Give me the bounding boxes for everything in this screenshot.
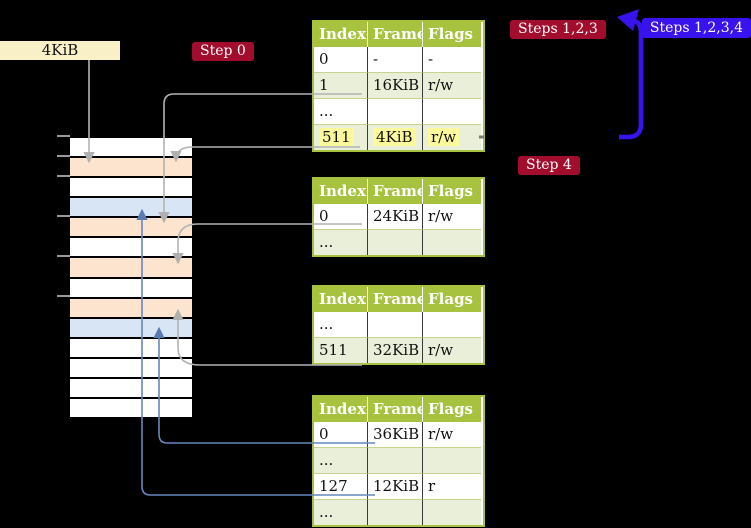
table-cell <box>368 499 423 525</box>
memory-frame-row <box>70 218 192 239</box>
page-size-label: 4KiB <box>0 41 120 60</box>
column-header: Index <box>314 397 368 422</box>
address-tick <box>57 295 70 297</box>
address-tick <box>57 135 70 137</box>
table-cell <box>423 98 481 124</box>
column-header: Index <box>314 22 368 47</box>
memory-frame-row <box>70 238 192 259</box>
address-tick <box>57 215 70 217</box>
address-tick <box>57 155 70 157</box>
level1-page-table: Index Frame Flags 0 36KiB r/w ... 127 12… <box>312 395 485 527</box>
table-cell <box>423 447 481 473</box>
column-header: Frame <box>368 22 426 47</box>
table-cell: 127 <box>314 473 368 499</box>
table-cell: 32KiB <box>368 337 423 363</box>
column-header: Flags <box>423 179 481 204</box>
table-cell: ... <box>314 98 368 124</box>
table-cell: 36KiB <box>368 422 423 447</box>
table-cell: ... <box>314 312 368 337</box>
column-header: Frame <box>368 287 426 312</box>
step0-badge: Step 0 <box>192 42 254 61</box>
table-cell: - <box>368 47 423 72</box>
table-cell: ... <box>314 229 368 255</box>
table-cell: r/w <box>428 425 454 443</box>
table-cell: ... <box>314 499 368 525</box>
column-header: Frame <box>368 397 426 422</box>
table-cell: - <box>428 50 434 68</box>
table-cell <box>368 447 423 473</box>
physical-memory-column <box>70 136 192 420</box>
memory-frame-row <box>70 258 192 279</box>
column-header: Index <box>314 179 368 204</box>
table-cell: 0 <box>314 47 368 72</box>
table-cell <box>423 312 481 337</box>
column-header: Frame <box>368 179 426 204</box>
memory-frame-row <box>70 178 192 199</box>
table-cell: ... <box>314 447 368 473</box>
table-cell: r <box>423 473 481 499</box>
table-cell: r/w <box>423 337 481 363</box>
memory-frame-row <box>70 338 192 359</box>
table-cell <box>368 229 423 255</box>
table-cell: 511 <box>314 337 368 363</box>
column-header: Flags <box>423 287 481 312</box>
table-cell: 0 <box>314 204 368 229</box>
memory-frame-row <box>70 399 192 420</box>
table-cell-highlighted: 4KiB <box>368 124 423 150</box>
table-cell <box>423 499 481 525</box>
memory-frame-row <box>70 298 192 319</box>
column-header: Index <box>314 287 368 312</box>
level4-page-table: Index Frame Flags 0 - - 1 16KiB r/w ... … <box>312 20 485 152</box>
column-header: Flags <box>423 397 481 422</box>
table-cell: r/w <box>428 207 454 225</box>
steps123-badge: Steps 1,2,3 <box>510 20 606 39</box>
memory-frame-row <box>70 198 192 219</box>
table-cell <box>423 229 481 255</box>
level2-page-table: Index Frame Flags ... 511 32KiB r/w <box>312 285 485 365</box>
memory-frame-row <box>70 318 192 339</box>
table-cell: 1 <box>314 72 368 98</box>
steps1234-badge: Steps 1,2,3,4 <box>641 18 751 38</box>
table-cell <box>368 98 423 124</box>
address-tick <box>57 255 70 257</box>
memory-frame-row <box>70 378 192 400</box>
table-cell: 24KiB <box>368 204 423 229</box>
memory-frame-row <box>70 358 192 379</box>
level3-page-table: Index Frame Flags 0 24KiB r/w ... <box>312 177 485 257</box>
recursive-loop-arrow <box>619 18 644 140</box>
column-header: Flags <box>423 22 481 47</box>
memory-frame-row <box>70 138 192 159</box>
memory-frame-row <box>70 158 192 179</box>
table-cell: 16KiB <box>368 72 423 98</box>
address-tick <box>57 175 70 177</box>
table-cell: r/w <box>423 72 481 98</box>
table-cell <box>368 312 423 337</box>
memory-frame-row <box>70 278 192 299</box>
table-cell: 0 <box>314 422 368 447</box>
table-cell-highlighted: r/w <box>423 124 481 150</box>
recursive-loop-arrowhead-icon <box>617 9 639 31</box>
step4-badge: Step 4 <box>518 156 580 175</box>
table-cell-highlighted: 511 <box>314 124 368 150</box>
table-cell: 12KiB <box>368 473 423 499</box>
